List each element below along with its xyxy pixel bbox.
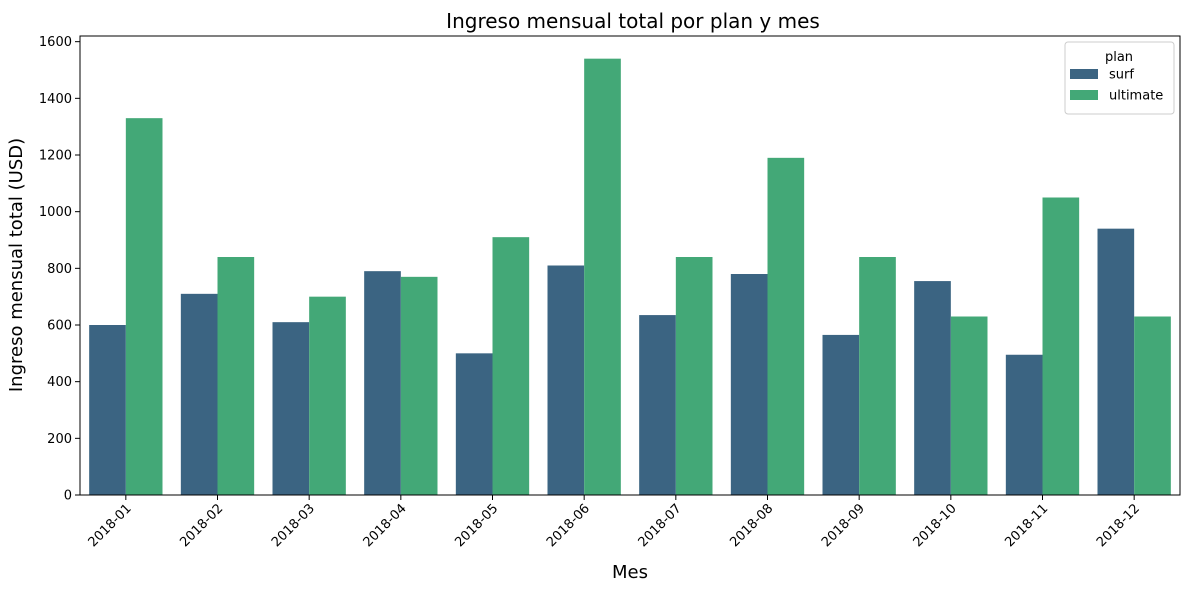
x-axis-title: Mes xyxy=(612,562,648,583)
bar-surf-2018-11 xyxy=(1005,354,1043,495)
y-tick-label: 800 xyxy=(47,262,72,277)
bar-surf-2018-06 xyxy=(547,265,585,495)
plot-area-frame xyxy=(79,35,1181,496)
bar-ultimate-2018-10 xyxy=(950,316,988,495)
y-tick-label: 0 xyxy=(64,489,72,504)
legend-swatch-surf xyxy=(1070,69,1098,79)
y-tick-label: 1600 xyxy=(39,35,72,50)
legend-title: plan xyxy=(1105,50,1133,65)
chart-title: Ingreso mensual total por plan y mes xyxy=(446,9,820,33)
legend: plan surf ultimate xyxy=(1064,41,1175,115)
bar-surf-2018-04 xyxy=(364,271,401,495)
bar-surf-2018-08 xyxy=(730,274,768,495)
bar-ultimate-2018-03 xyxy=(309,296,346,495)
bar-ultimate-2018-09 xyxy=(859,257,896,495)
y-axis-title: Ingreso mensual total (USD) xyxy=(6,138,27,392)
bar-ultimate-2018-01 xyxy=(125,118,163,496)
y-tick-label: 400 xyxy=(47,375,72,390)
bar-surf-2018-10 xyxy=(914,281,951,495)
bar-ultimate-2018-08 xyxy=(767,157,805,496)
bar-surf-2018-03 xyxy=(272,322,310,495)
bar-surf-2018-12 xyxy=(1097,228,1135,495)
bar-ultimate-2018-02 xyxy=(217,257,255,495)
bar-ultimate-2018-04 xyxy=(400,276,438,495)
legend-swatch-ultimate xyxy=(1070,90,1098,100)
bar-ultimate-2018-05 xyxy=(492,237,530,495)
bar-surf-2018-07 xyxy=(639,315,676,495)
bars-group xyxy=(89,58,1171,496)
bar-surf-2018-02 xyxy=(180,293,218,495)
bar-surf-2018-01 xyxy=(89,325,126,495)
bar-ultimate-2018-06 xyxy=(584,58,621,496)
y-tick-label: 1000 xyxy=(39,205,72,220)
legend-label-ultimate: ultimate xyxy=(1109,89,1163,104)
bar-ultimate-2018-07 xyxy=(675,257,713,495)
legend-label-surf: surf xyxy=(1109,68,1134,83)
y-tick-label: 1200 xyxy=(39,149,72,164)
bar-surf-2018-05 xyxy=(455,353,493,495)
bar-ultimate-2018-11 xyxy=(1042,197,1080,495)
y-tick-label: 1400 xyxy=(39,92,72,107)
y-tick-label: 200 xyxy=(47,432,72,447)
bar-surf-2018-09 xyxy=(822,334,860,495)
y-tick-label: 600 xyxy=(47,319,72,334)
y-axis: 0 200 400 600 800 1000 1200 1400 1600 xyxy=(39,35,80,504)
bar-ultimate-2018-12 xyxy=(1134,316,1171,495)
